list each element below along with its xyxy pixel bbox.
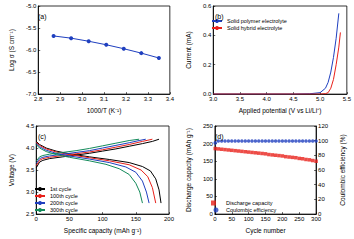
svg-text:150: 150 bbox=[203, 158, 214, 164]
svg-text:150: 150 bbox=[131, 216, 142, 222]
svg-text:200: 200 bbox=[203, 141, 214, 147]
svg-text:3.0: 3.0 bbox=[209, 96, 218, 102]
svg-text:Coulombic efficiency: Coulombic efficiency bbox=[226, 207, 277, 213]
svg-text:40: 40 bbox=[318, 182, 325, 188]
svg-text:3.2: 3.2 bbox=[122, 96, 131, 102]
svg-text:Voltage (V): Voltage (V) bbox=[8, 154, 16, 186]
svg-text:4.5: 4.5 bbox=[26, 123, 35, 129]
svg-text:3.4: 3.4 bbox=[166, 96, 175, 102]
svg-text:4.5: 4.5 bbox=[289, 96, 298, 102]
svg-text:Solid hybrid electrolyte: Solid hybrid electrolyte bbox=[227, 25, 282, 31]
svg-text:3.1: 3.1 bbox=[100, 96, 109, 102]
svg-text:100: 100 bbox=[98, 216, 109, 222]
svg-text:0: 0 bbox=[35, 216, 39, 222]
svg-text:20: 20 bbox=[318, 196, 325, 202]
svg-text:1st cycle: 1st cycle bbox=[50, 186, 71, 192]
svg-text:-6.0: -6.0 bbox=[26, 47, 37, 53]
svg-text:0: 0 bbox=[209, 211, 213, 218]
svg-text:200: 200 bbox=[277, 216, 288, 222]
svg-text:50: 50 bbox=[66, 216, 73, 222]
svg-text:Cycle number: Cycle number bbox=[245, 227, 286, 235]
svg-text:-5.5: -5.5 bbox=[26, 25, 37, 31]
svg-text:100: 100 bbox=[244, 216, 255, 222]
svg-text:100: 100 bbox=[318, 138, 329, 144]
svg-text:4.0: 4.0 bbox=[26, 145, 35, 151]
svg-text:50: 50 bbox=[228, 216, 235, 222]
svg-text:80: 80 bbox=[318, 152, 325, 158]
svg-text:-7.0: -7.0 bbox=[25, 91, 37, 98]
svg-text:5.5: 5.5 bbox=[343, 96, 352, 102]
svg-text:(a): (a) bbox=[38, 13, 47, 21]
svg-text:0: 0 bbox=[318, 211, 322, 218]
svg-text:Log σ (S cm⁻¹): Log σ (S cm⁻¹) bbox=[8, 29, 16, 71]
svg-text:3.0: 3.0 bbox=[26, 189, 35, 195]
svg-text:3.5: 3.5 bbox=[236, 96, 245, 102]
svg-text:200: 200 bbox=[164, 216, 175, 222]
svg-text:Coulombic efficiency (%): Coulombic efficiency (%) bbox=[339, 134, 347, 205]
svg-text:300: 300 bbox=[311, 216, 322, 222]
svg-text:0: 0 bbox=[213, 216, 217, 222]
svg-text:0.4: 0.4 bbox=[203, 32, 212, 38]
svg-text:(c): (c) bbox=[38, 133, 46, 141]
svg-text:60: 60 bbox=[318, 167, 325, 173]
svg-text:(b): (b) bbox=[215, 13, 224, 21]
svg-text:-6.5: -6.5 bbox=[26, 69, 37, 75]
svg-text:2.8: 2.8 bbox=[34, 96, 43, 102]
svg-text:2.5: 2.5 bbox=[26, 211, 35, 217]
svg-text:3.5: 3.5 bbox=[26, 167, 35, 173]
svg-text:Discharge capacity: Discharge capacity bbox=[226, 200, 273, 206]
svg-text:150: 150 bbox=[260, 216, 271, 222]
svg-text:250: 250 bbox=[294, 216, 305, 222]
svg-text:Solid polymer electrolyte: Solid polymer electrolyte bbox=[227, 18, 287, 24]
svg-text:(d): (d) bbox=[215, 133, 224, 141]
svg-text:Discharge capacity (mAh g⁻¹): Discharge capacity (mAh g⁻¹) bbox=[185, 128, 193, 212]
svg-text:-5.0: -5.0 bbox=[26, 3, 37, 9]
svg-text:2.9: 2.9 bbox=[56, 96, 65, 102]
svg-text:5.0: 5.0 bbox=[316, 96, 325, 102]
svg-text:4.0: 4.0 bbox=[263, 96, 272, 102]
svg-text:300th cycle: 300th cycle bbox=[50, 207, 78, 213]
svg-text:250: 250 bbox=[203, 123, 214, 129]
svg-text:Current (mA): Current (mA) bbox=[185, 31, 193, 69]
svg-text:0.6: 0.6 bbox=[203, 3, 212, 9]
svg-text:100th cycle: 100th cycle bbox=[50, 193, 78, 199]
svg-text:120: 120 bbox=[318, 123, 329, 129]
svg-text:0.2: 0.2 bbox=[203, 62, 212, 68]
svg-text:3.3: 3.3 bbox=[144, 96, 153, 102]
svg-text:100: 100 bbox=[203, 176, 214, 182]
svg-text:200th cycle: 200th cycle bbox=[50, 200, 78, 206]
svg-text:1000/T (K⁻¹): 1000/T (K⁻¹) bbox=[87, 107, 122, 115]
svg-text:Applied potential (V vs Li/Li⁺: Applied potential (V vs Li/Li⁺) bbox=[239, 107, 322, 115]
svg-text:50: 50 bbox=[206, 193, 213, 199]
svg-text:0.0: 0.0 bbox=[202, 91, 212, 98]
svg-text:Specific capacity (mAh g⁻¹): Specific capacity (mAh g⁻¹) bbox=[64, 227, 142, 235]
svg-text:3.0: 3.0 bbox=[78, 96, 87, 102]
